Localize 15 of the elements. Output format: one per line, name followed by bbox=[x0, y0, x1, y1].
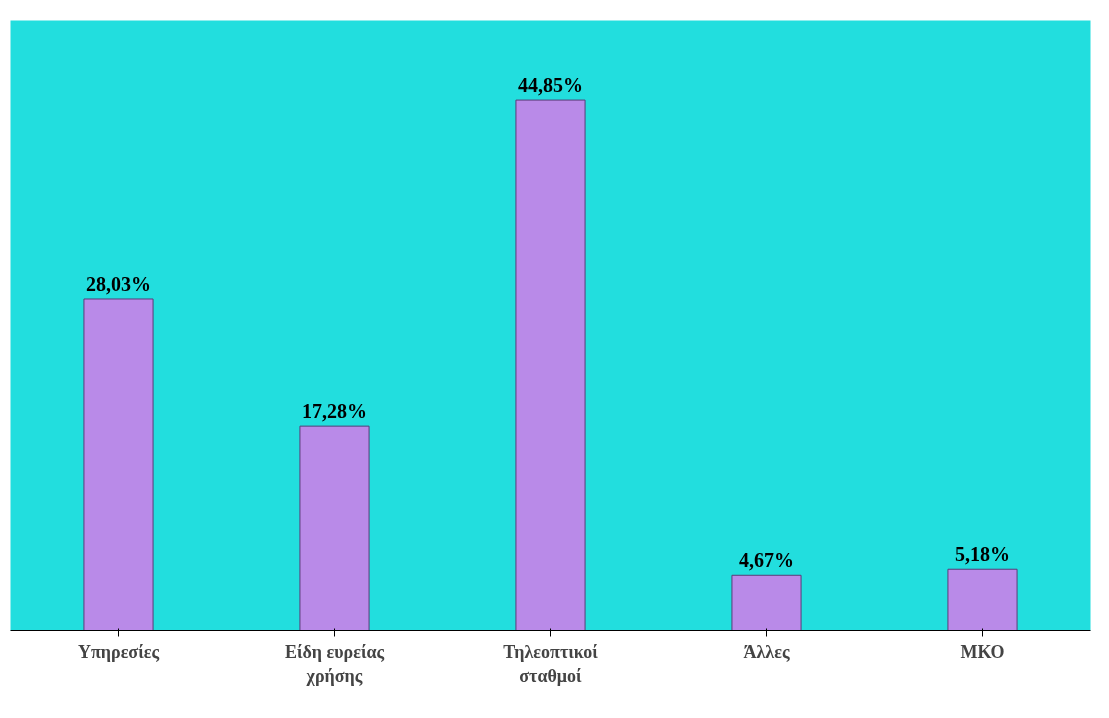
bar bbox=[299, 425, 370, 631]
data-label: 44,85% bbox=[518, 74, 583, 97]
x-tick-label: Είδη ευρείας χρήσης bbox=[284, 641, 385, 686]
bar bbox=[515, 99, 586, 631]
x-tick-label: Υπηρεσίες bbox=[77, 641, 160, 662]
data-label: 17,28% bbox=[302, 400, 367, 423]
x-tick-label: ΜΚΟ bbox=[960, 641, 1005, 662]
data-label: 28,03% bbox=[86, 272, 151, 295]
bar bbox=[947, 568, 1018, 631]
bar bbox=[731, 574, 802, 631]
x-tick-label: Τηλεοπτικοί σταθμοί bbox=[503, 641, 599, 686]
data-label: 5,18% bbox=[955, 543, 1010, 566]
x-tick-label: Άλλες bbox=[743, 641, 790, 662]
bar bbox=[83, 298, 154, 631]
data-label: 4,67% bbox=[739, 549, 794, 572]
